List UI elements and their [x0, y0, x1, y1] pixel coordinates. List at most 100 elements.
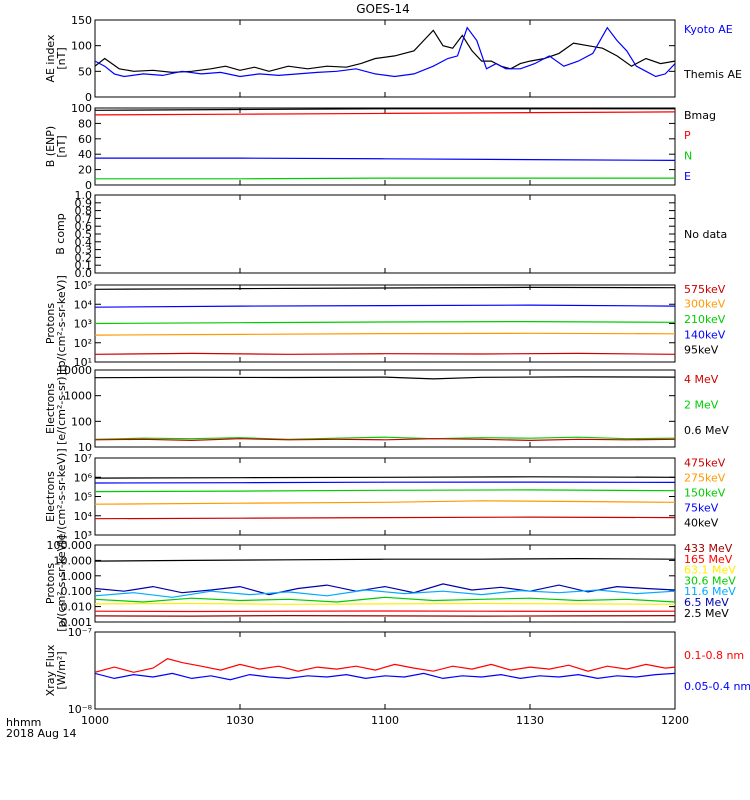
series-75kev: [95, 481, 675, 484]
legend-575kev: 575keV: [684, 283, 726, 296]
y-tick-label: 10⁵: [74, 279, 92, 292]
y-tick-label: 10⁻⁷: [68, 626, 92, 639]
panel-frame: [94, 457, 676, 536]
footer-date-label: 2018 Aug 14: [6, 727, 76, 740]
y-tick-label: 0.1: [75, 259, 93, 272]
y-tick-label: 0.100: [61, 585, 93, 598]
legend-40kev: 40keV: [684, 517, 719, 530]
y-tick-label: 0.6: [75, 220, 93, 233]
y-axis-label: B (ENP): [44, 126, 57, 167]
y-tick-label: 0.0: [75, 267, 93, 280]
y-tick-label: 80: [78, 117, 92, 130]
series-210kev: [95, 321, 675, 325]
panel-2: 0 20 40 60 80 100 B (ENP)[nT] Bmag PNE: [44, 102, 716, 192]
legend-433-mev: 433 MeV: [684, 542, 733, 555]
y-tick-label: 0.9: [75, 197, 93, 210]
panel-frame: [94, 631, 676, 710]
panel-4: 10¹ 10² 10³ 10⁴ 10⁵ Protons[p/(cm²-s-sr-keV)]…: [44, 275, 726, 372]
legend-2-5-mev: 2.5 MeV: [684, 607, 729, 620]
y-tick-label: 0.010: [61, 601, 93, 614]
legend-63-1-mev: 63.1 MeV: [684, 564, 736, 577]
legend-0-6-mev: 0.6 MeV: [684, 424, 729, 437]
y-axis-label: AE index: [44, 34, 57, 83]
x-tick-label: 1000: [81, 714, 109, 727]
y-axis-label: Xray Flux: [44, 644, 57, 696]
legend-475kev: 475keV: [684, 457, 726, 470]
y-tick-label: 0.2: [75, 251, 93, 264]
y-tick-label: 10²: [74, 337, 92, 350]
y-tick-label: 40: [78, 148, 92, 161]
plot-title: GOES-14: [356, 2, 410, 16]
y-tick-label: 100: [71, 40, 92, 53]
y-tick-label: 10⁻⁸: [68, 703, 93, 716]
y-tick-label: 1.0: [75, 189, 93, 202]
y-tick-label: 10³: [74, 318, 92, 331]
footer-time-label: hhmm: [6, 716, 41, 729]
y-tick-label: 0.001: [61, 616, 93, 629]
y-tick-label: 60: [78, 133, 92, 146]
y-tick-label: 0: [85, 91, 92, 104]
y-axis-label: [nT]: [55, 47, 68, 69]
panel-7: 0.001 0.010 0.100 1.000 10.000 100.000 Protons…: [44, 535, 736, 632]
y-tick-label: 1000: [64, 390, 92, 403]
legend-e: E: [684, 170, 691, 183]
legend-4-mev: 4 MeV: [684, 373, 719, 386]
series-4-mev: [95, 438, 675, 442]
legend-165-mev: 165 MeV: [684, 553, 733, 566]
legend-kyoto-ae: Kyoto AE: [684, 23, 733, 36]
x-axis: 1000 1030 1100 1130 1200: [81, 714, 689, 727]
y-axis-label: Electrons: [44, 383, 57, 434]
series-0-1-0-8-nm: [95, 658, 675, 673]
legend-210kev: 210keV: [684, 313, 726, 326]
x-tick-label: 1130: [516, 714, 544, 727]
series-0-6-mev: [95, 376, 675, 380]
legend-p: P: [684, 129, 691, 142]
series-0-05-0-4-nm: [95, 672, 675, 681]
series-433-mev: [95, 614, 675, 617]
legend-n: N: [684, 150, 692, 163]
series-63-1-mev: [95, 602, 675, 605]
panel-8: 10⁻⁸ 10⁻⁷ Xray Flux[W/m²] 0.1-0.8 nm 0.05-0.…: [44, 626, 750, 716]
legend-no-data: No data: [684, 228, 727, 241]
y-tick-label: 10⁴: [74, 298, 93, 311]
x-tick-label: 1100: [371, 714, 399, 727]
y-tick-label: 0.3: [75, 244, 93, 257]
y-axis-label: Electrons: [44, 471, 57, 522]
y-tick-label: 0: [85, 179, 92, 192]
legend-bmag: Bmag: [684, 109, 716, 122]
series-275kev: [95, 500, 675, 505]
legend-0-05-0-4-nm: 0.05-0.4 nm: [684, 680, 750, 693]
y-axis-label: Protons: [44, 303, 57, 344]
series-140kev: [95, 304, 675, 308]
series-2-mev: [95, 436, 675, 440]
series-300kev: [95, 332, 675, 336]
series-575kev: [95, 352, 675, 355]
y-axis-label: B comp: [54, 213, 67, 255]
legend-2-mev: 2 MeV: [684, 399, 719, 412]
y-axis-label: [e/(cm²-s-sr-keV)]: [55, 448, 68, 544]
y-axis-label: [e/(cm²-s-sr)]: [55, 372, 68, 445]
y-tick-label: 0.7: [75, 212, 93, 225]
legend-6-5-mev: 6.5 MeV: [684, 596, 729, 609]
series-bmag: [95, 108, 675, 111]
legend-75kev: 75keV: [684, 501, 719, 514]
y-tick-label: 10000: [57, 364, 92, 377]
series-150kev: [95, 489, 675, 493]
y-tick-label: 100: [71, 102, 92, 115]
panel-frame: [94, 194, 676, 274]
legend-300kev: 300keV: [684, 297, 726, 310]
y-tick-label: 20: [78, 164, 92, 177]
series-kyoto-ae: [95, 26, 675, 78]
legend-140kev: 140keV: [684, 328, 726, 341]
legend-95kev: 95keV: [684, 344, 719, 357]
x-tick-label: 1200: [661, 714, 689, 727]
series-2-5-mev: [95, 557, 675, 562]
y-tick-label: 150: [71, 14, 92, 27]
y-axis-label: Protons: [44, 563, 57, 604]
y-tick-label: 0.4: [75, 236, 93, 249]
series-e: [95, 157, 675, 161]
series-n: [95, 177, 675, 180]
